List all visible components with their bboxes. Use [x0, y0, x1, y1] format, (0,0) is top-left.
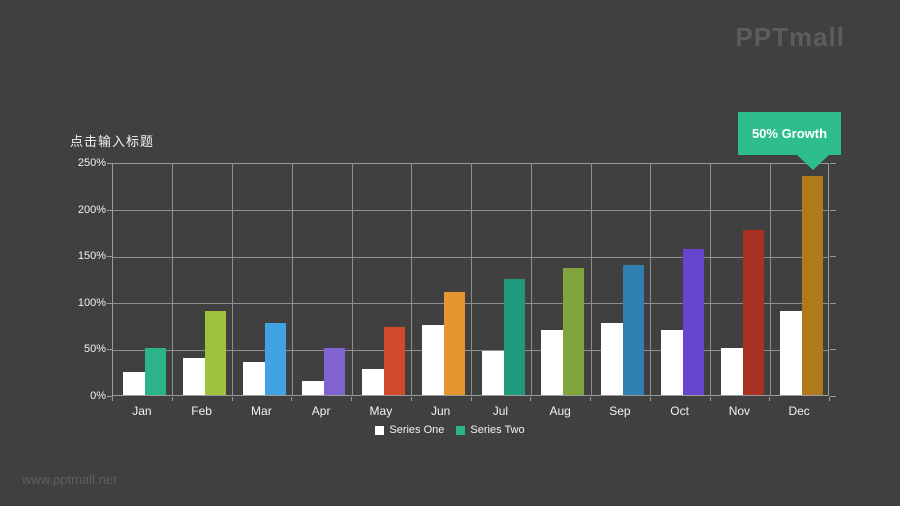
bar-series-one-sep: [601, 323, 623, 395]
gridline-x-6: [471, 164, 472, 395]
growth-callout: 50% Growth: [738, 112, 841, 155]
bar-series-two-jun: [443, 292, 465, 395]
y-axis-tick-right: [830, 396, 836, 397]
x-axis-tick: [410, 397, 412, 401]
x-axis-label-nov: Nov: [728, 404, 751, 418]
bar-series-one-dec: [780, 311, 803, 395]
bar-series-two-aug: [563, 268, 585, 395]
y-axis-label: 0%: [90, 390, 106, 402]
bar-series-two-mar: [264, 323, 286, 395]
y-axis-tick-left: [107, 256, 113, 258]
bar-series-two-jul: [503, 279, 525, 395]
gridline-y-200: [113, 210, 828, 212]
gridline-x-3: [291, 164, 293, 395]
x-axis-tick: [590, 397, 591, 401]
bar-series-one-aug: [541, 329, 564, 395]
bar-series-two-may: [384, 326, 405, 395]
legend-label: Series Two: [470, 424, 525, 436]
gridline-y-100: [113, 303, 828, 305]
x-axis-label-jun: Jun: [430, 404, 451, 418]
x-axis-label-apr: Apr: [311, 404, 331, 418]
x-axis-label-jul: Jul: [492, 404, 509, 418]
bar-series-one-nov: [720, 348, 743, 395]
chart-title-placeholder[interactable]: 点击输入标题: [70, 134, 155, 149]
x-axis-tick: [351, 397, 352, 401]
gridline-x-11: [769, 164, 771, 395]
bar-series-two-feb: [204, 311, 226, 395]
y-axis-tick-left: [107, 396, 113, 397]
y-axis-tick-right: [830, 349, 836, 351]
bar-series-one-mar: [242, 362, 265, 395]
y-axis-tick-left: [107, 349, 113, 351]
gridline-x-1: [172, 164, 174, 395]
bar-series-two-apr: [324, 348, 346, 395]
y-axis-tick-right: [830, 256, 836, 258]
x-axis-label-oct: Oct: [670, 404, 689, 418]
bar-series-two-sep: [623, 264, 644, 395]
gridline-x-9: [650, 164, 652, 395]
x-axis-label-sep: Sep: [609, 404, 631, 418]
x-axis-label-dec: Dec: [788, 404, 810, 418]
bar-series-two-nov: [742, 230, 764, 395]
bar-series-one-may: [362, 368, 384, 395]
x-axis-tick: [291, 397, 293, 401]
x-axis-label-feb: Feb: [191, 404, 212, 418]
gridline-x-5: [411, 164, 413, 395]
bar-series-one-jul: [481, 351, 504, 395]
y-axis-label: 200%: [77, 203, 106, 216]
x-axis-label-aug: Aug: [549, 404, 571, 418]
y-axis-tick-left: [107, 302, 113, 304]
x-axis-label-jan: Jan: [132, 404, 152, 418]
y-axis-label: 150%: [77, 250, 106, 263]
y-axis-tick-right: [830, 163, 836, 164]
x-axis-tick: [470, 397, 472, 401]
x-axis-tick: [769, 397, 771, 401]
y-axis-tick-right: [830, 209, 836, 211]
y-axis-tick-left: [107, 163, 113, 164]
gridline-x-8: [590, 164, 592, 395]
gridline-x-4: [351, 164, 353, 395]
y-axis-tick-right: [830, 302, 836, 304]
x-axis-tick: [649, 397, 651, 401]
bar-series-two-dec: [802, 175, 824, 395]
y-axis-tick-left: [107, 209, 113, 211]
legend-item-series-two: Series Two: [456, 424, 525, 436]
x-axis-tick: [829, 397, 830, 401]
bar-series-one-jun: [421, 325, 444, 395]
x-axis-label-mar: Mar: [251, 404, 272, 418]
y-axis-label: 50%: [83, 343, 106, 356]
gridline-x-10: [710, 164, 711, 395]
growth-callout-pointer-icon: [797, 155, 829, 170]
x-axis-tick: [171, 397, 173, 401]
chart-legend: Series One Series Two: [0, 424, 900, 436]
bar-series-one-feb: [182, 357, 205, 395]
x-axis-tick: [112, 397, 113, 401]
x-axis-tick: [709, 397, 711, 401]
legend-item-series-one: Series One: [375, 424, 444, 436]
x-axis-label-may: May: [369, 404, 393, 418]
watermark-url: www.pptmall.net: [22, 472, 117, 487]
legend-swatch-icon: [375, 425, 385, 435]
bar-series-one-jan: [123, 371, 145, 395]
bar-chart-plot-area: [112, 163, 829, 396]
bar-series-two-jan: [145, 348, 166, 395]
bar-series-two-oct: [682, 248, 704, 395]
legend-swatch-icon: [456, 425, 466, 435]
gridline-x-7: [530, 164, 532, 395]
gridline-x-2: [232, 164, 233, 395]
x-axis-tick: [530, 397, 532, 401]
bar-series-one-apr: [302, 381, 325, 395]
y-axis-label: 100%: [77, 296, 106, 309]
pptmall-logo: PPTmall: [735, 22, 845, 52]
bar-series-one-oct: [660, 329, 683, 395]
y-axis-label: 250%: [77, 157, 106, 169]
gridline-y-50: [113, 349, 828, 351]
legend-label: Series One: [389, 424, 445, 436]
gridline-y-150: [113, 256, 828, 258]
x-axis-tick: [231, 397, 233, 401]
